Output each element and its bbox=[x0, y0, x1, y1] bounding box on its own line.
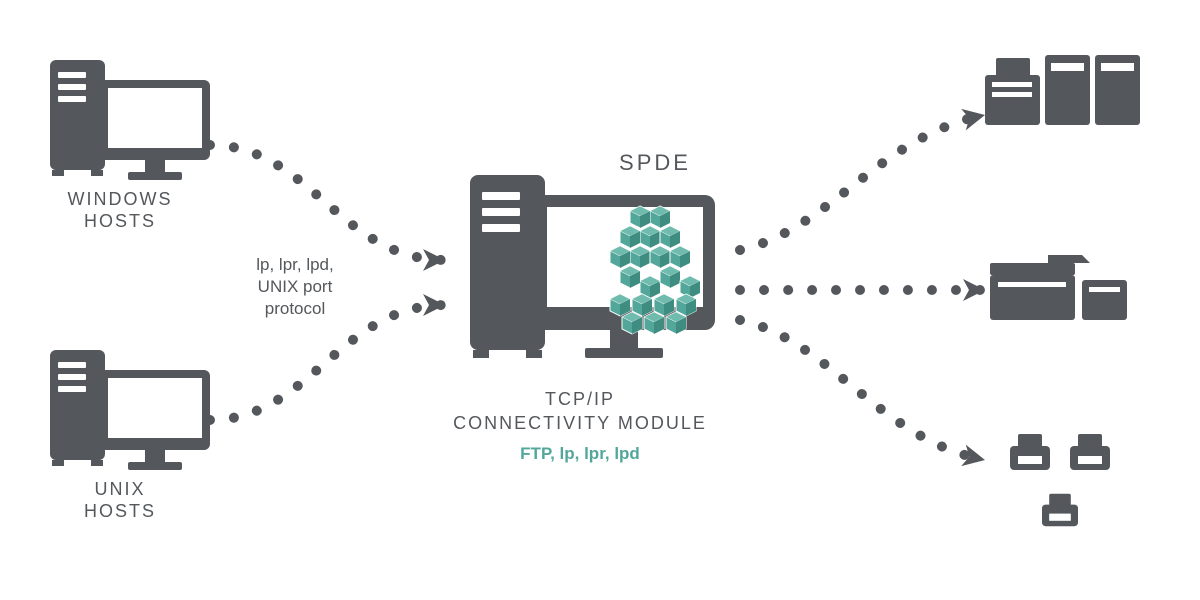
small-printers-icon bbox=[1010, 434, 1110, 526]
edge-spde-prints bbox=[740, 320, 985, 460]
edge-protocol-label: UNIX port bbox=[258, 277, 333, 296]
arrowhead bbox=[423, 294, 445, 316]
edge-win-spde bbox=[210, 145, 445, 260]
arrowhead bbox=[963, 279, 985, 301]
copier-icon bbox=[990, 255, 1127, 320]
edge-protocol-label: protocol bbox=[265, 299, 325, 318]
large-printer-icon bbox=[985, 55, 1140, 125]
spde-title: SPDE bbox=[619, 150, 691, 175]
edge-protocol-label: lp, lpr, lpd, bbox=[256, 255, 334, 274]
host-icon bbox=[50, 60, 210, 180]
edge-unix-spde bbox=[210, 305, 445, 420]
spde-sublabel: FTP, lp, lpr, lpd bbox=[520, 444, 640, 463]
spde-label: TCP/IP bbox=[545, 389, 615, 409]
label-unix: UNIX bbox=[94, 479, 145, 499]
edge-spde-train bbox=[740, 115, 985, 250]
server-icon bbox=[470, 175, 715, 358]
label-win: HOSTS bbox=[84, 211, 156, 231]
spde-label: CONNECTIVITY MODULE bbox=[453, 413, 707, 433]
arrowhead bbox=[423, 249, 445, 271]
host-icon bbox=[50, 350, 210, 470]
label-unix: HOSTS bbox=[84, 501, 156, 521]
label-win: WINDOWS bbox=[68, 189, 173, 209]
